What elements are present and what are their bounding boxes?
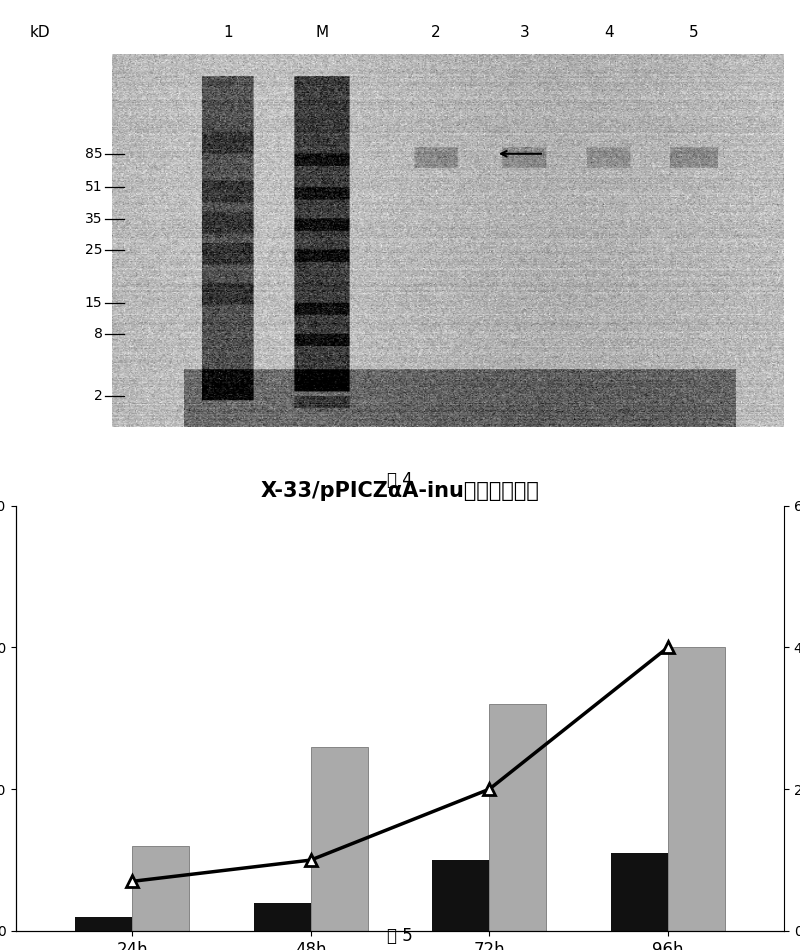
Bar — [132, 846, 190, 931]
Title: X-33/pPICZαA-inu表达水平分析: X-33/pPICZαA-inu表达水平分析 — [261, 482, 539, 502]
酶活单位（U） — [306, 854, 315, 865]
Bar — [490, 704, 546, 931]
酶活单位（U） — [127, 876, 137, 887]
Text: 25: 25 — [85, 242, 102, 256]
酶活单位（U） — [663, 641, 673, 653]
Text: 4: 4 — [604, 25, 614, 40]
Text: 8: 8 — [94, 327, 102, 341]
Bar — [610, 853, 668, 931]
Text: 图 4: 图 4 — [387, 470, 413, 488]
Bar — [310, 747, 368, 931]
Bar — [75, 917, 132, 931]
Text: kD: kD — [30, 25, 50, 40]
Text: M: M — [315, 25, 329, 40]
Text: 2: 2 — [94, 389, 102, 403]
Bar — [432, 860, 490, 931]
Bar — [16, 19, 112, 453]
Text: 2: 2 — [431, 25, 441, 40]
Bar — [254, 902, 310, 931]
Text: 35: 35 — [85, 212, 102, 225]
Text: 图 5: 图 5 — [387, 927, 413, 945]
Bar — [668, 647, 725, 931]
酶活单位（U） — [485, 784, 494, 795]
Text: 3: 3 — [519, 25, 529, 40]
Text: 1: 1 — [223, 25, 233, 40]
Text: 15: 15 — [85, 295, 102, 310]
Text: 85: 85 — [85, 147, 102, 161]
Text: 51: 51 — [85, 180, 102, 195]
Line: 酶活单位（U）: 酶活单位（U） — [126, 641, 674, 887]
Text: 5: 5 — [689, 25, 699, 40]
